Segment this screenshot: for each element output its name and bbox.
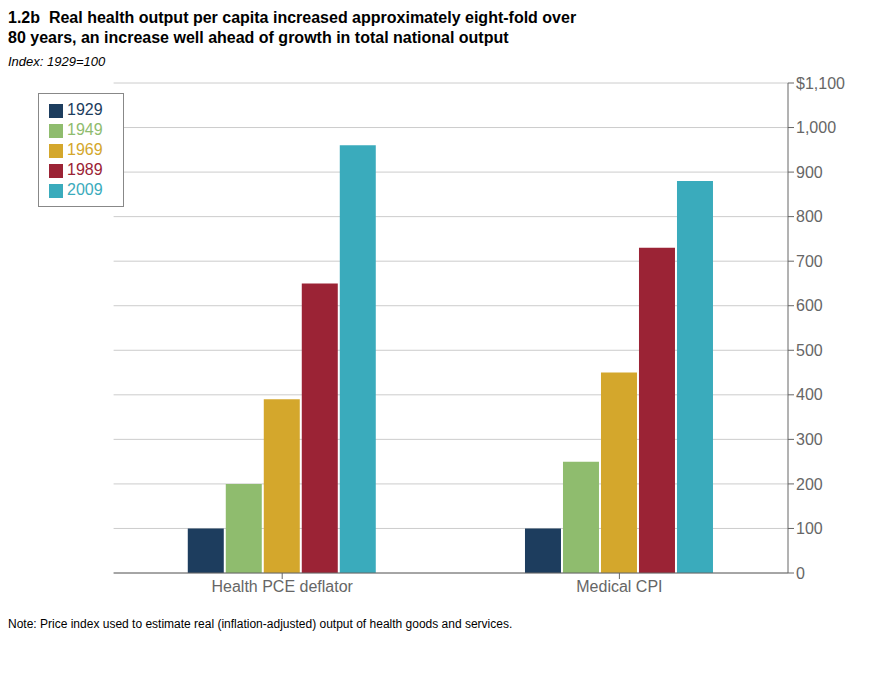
html-text:1.2b Real health output per ca: 1.2b Real health output per capita incre… xyxy=(8,9,577,26)
svg-text:0: 0 xyxy=(796,565,805,582)
svg-text:400: 400 xyxy=(796,386,823,403)
html-text:1929: 1929 xyxy=(67,101,103,118)
html-text:Index: 1929=100: Index: 1929=100 xyxy=(8,54,106,69)
html-text:80 years, an increase well ahe: 80 years, an increase well ahead of grow… xyxy=(8,29,509,46)
svg-text:300: 300 xyxy=(796,431,823,448)
html-text:1969: 1969 xyxy=(67,141,103,158)
svg-text:200: 200 xyxy=(796,476,823,493)
svg-text:1,000: 1,000 xyxy=(796,119,836,136)
html-text:Note: Price index used to esti: Note: Price index used to estimate real … xyxy=(8,617,513,631)
html-text:1989: 1989 xyxy=(67,161,103,178)
svg-text:Medical CPI: Medical CPI xyxy=(576,578,662,595)
html-text:1949: 1949 xyxy=(67,121,103,138)
svg-text:500: 500 xyxy=(796,342,823,359)
svg-text:600: 600 xyxy=(796,297,823,314)
html-text:2009: 2009 xyxy=(67,181,103,198)
svg-text:$1,100: $1,100 xyxy=(796,75,845,92)
svg-text:Health PCE deflator: Health PCE deflator xyxy=(211,578,353,595)
svg-text:700: 700 xyxy=(796,253,823,270)
svg-text:900: 900 xyxy=(796,164,823,181)
svg-text:800: 800 xyxy=(796,208,823,225)
svg-text:100: 100 xyxy=(796,520,823,537)
